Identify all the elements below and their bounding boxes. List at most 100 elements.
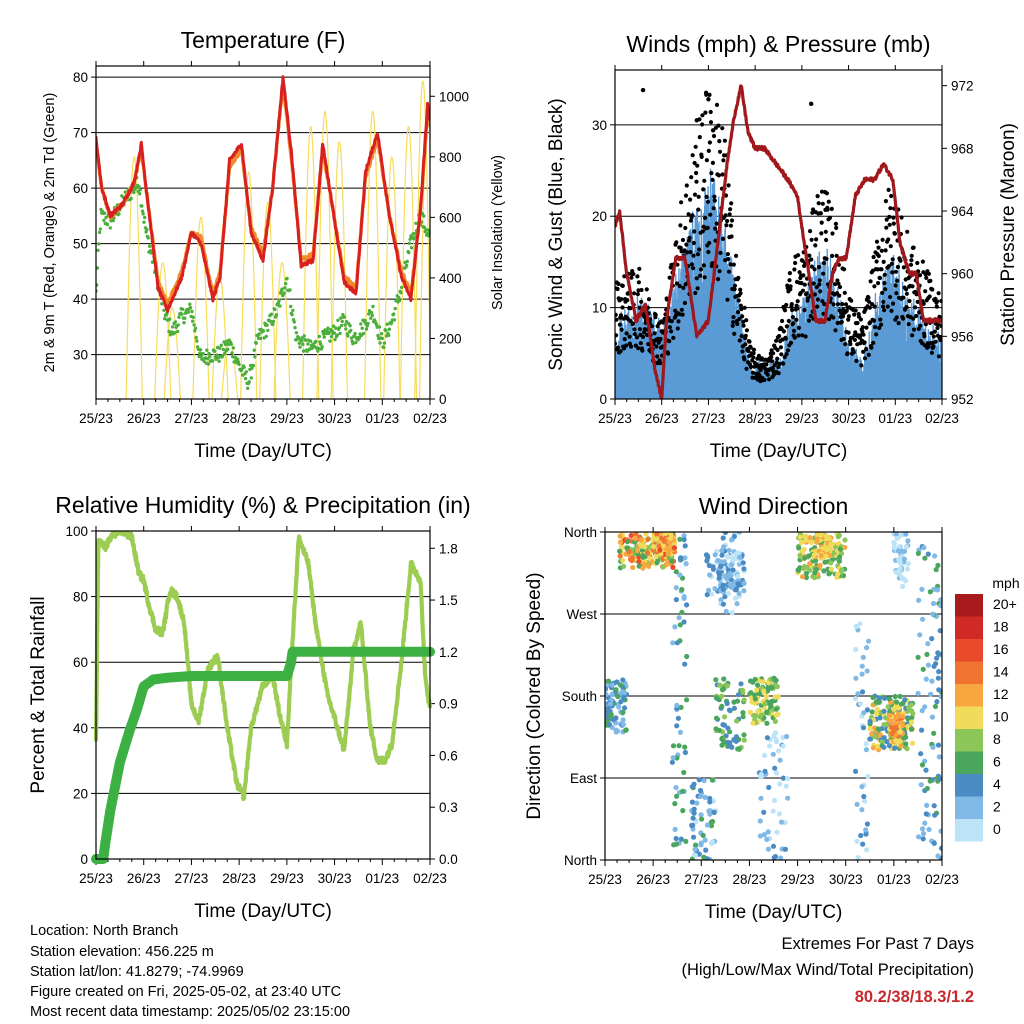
direction-point [741,737,747,743]
direction-point [681,537,687,543]
direction-point [720,535,726,541]
direction-point [755,708,761,714]
footer-latlon: Station lat/lon: 41.8279; -74.9969 [30,964,244,980]
dewpoint-point [274,313,279,317]
direction-point [870,694,876,701]
direction-point [606,721,613,727]
gust-point [931,344,936,349]
y-tick-label: 30 [73,348,88,363]
direction-point [762,701,768,707]
dewpoint-point [142,220,146,224]
gust-point [879,322,884,327]
gust-point [783,336,788,341]
direction-point [889,731,895,737]
direction-point [785,795,791,801]
direction-point [620,709,626,716]
gust-point [712,194,717,199]
direction-point [920,616,926,622]
direction-point [934,655,940,661]
gust-point [680,312,685,317]
gust-point [870,302,875,307]
gust-point [894,291,899,296]
x-tick-label: 26/23 [645,411,679,426]
direction-point [609,691,615,698]
direction-point [622,705,628,711]
extremes-subtitle: (High/Low/Max Wind/Total Precipitation) [681,961,974,979]
direction-point [901,556,908,562]
direction-point [889,724,895,731]
direction-point [902,697,908,703]
dewpoint-point [194,335,198,340]
direction-point [753,712,759,719]
dewpoint-point [301,342,305,346]
dewpoint-point [247,380,251,384]
dewpoint-point [289,304,293,309]
direction-point [771,854,777,860]
direction-point [718,597,724,603]
direction-point [863,741,869,747]
gust-point [877,275,883,281]
dewpoint-point [362,331,366,336]
direction-point [780,775,787,781]
direction-point [696,777,702,783]
dewpoint-point [182,321,186,325]
gust-point [710,128,716,133]
direction-point [654,532,660,538]
direction-xlabel: Time (Day/UTC) [705,902,843,923]
direction-point [899,713,906,719]
gust-point [785,348,791,353]
gust-point [920,259,926,264]
footer-location: Location: North Branch [30,923,179,939]
direction-point [731,533,738,540]
dewpoint-point [190,319,195,323]
gust-point [696,207,701,212]
direction-point [645,536,651,542]
gust-point [729,218,735,223]
direction-point [818,553,824,559]
dewpoint-point [211,359,215,363]
direction-point [919,727,925,733]
gust-point [631,271,636,277]
gust-point [924,275,929,280]
dewpoint-point [354,340,358,345]
gust-point [717,269,722,274]
gust-point [925,341,930,346]
dewpoint-point [191,315,195,319]
dewpoint-point [218,346,222,350]
direction-point [736,532,742,535]
gust-point [699,154,704,159]
dewpoint-point [180,312,184,316]
direction-point [734,601,740,607]
x-tick-label: 30/23 [829,872,863,887]
direction-point [640,554,646,560]
gust-point [728,207,733,212]
direction-point [716,570,722,576]
dewpoint-point [246,386,250,390]
gust-point [882,308,887,313]
gust-point [846,317,851,322]
dewpoint-point [199,355,203,359]
direction-point [684,602,690,608]
direction-point [660,564,666,570]
direction-point [605,706,611,712]
temp2m-line [96,75,430,313]
gust-point [638,341,643,346]
gust-point [905,229,910,234]
gust-point [717,149,723,154]
direction-point [931,803,937,809]
dewpoint-point [422,225,427,229]
gust-point [829,206,834,211]
gust-point [855,320,860,326]
direction-point [861,793,867,800]
dewpoint-point [252,348,256,352]
dewpoint-point [317,334,321,339]
direction-point [853,646,859,653]
direction-point [864,668,870,674]
gust-point [701,187,706,192]
direction-point [647,555,653,561]
dewpoint-point [385,322,389,326]
legend-label: 4 [993,776,1001,792]
gust-point [722,138,728,143]
gust-point [872,284,877,289]
direction-point [718,563,724,570]
